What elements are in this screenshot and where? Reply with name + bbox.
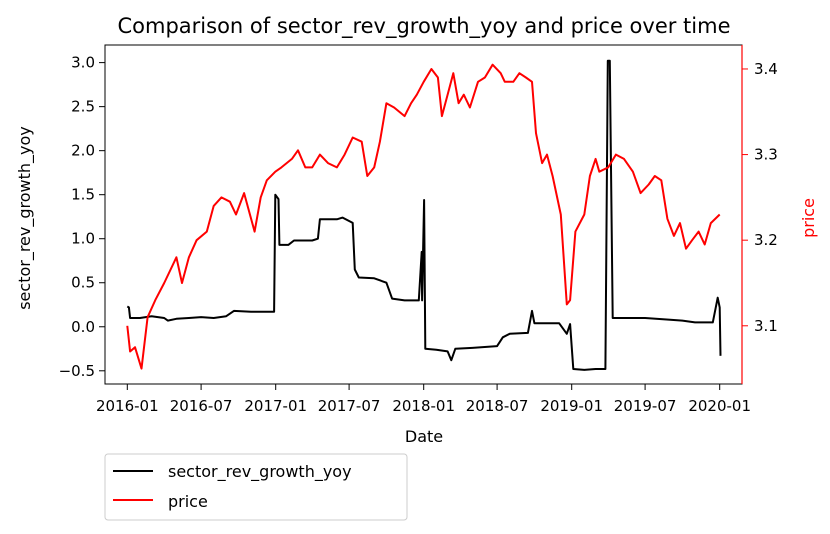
chart-title: Comparison of sector_rev_growth_yoy and … <box>118 14 731 39</box>
plot-lines <box>126 59 722 371</box>
y-left-tick-label: 0.5 <box>71 274 95 292</box>
y-axis-right-label: price <box>799 198 818 238</box>
legend: sector_rev_growth_yoy price <box>104 453 408 521</box>
y-left-tick-label: 1.5 <box>71 186 95 204</box>
legend-label-price: price <box>168 492 208 511</box>
x-tick-label: 2019-01 <box>540 397 603 415</box>
y-right-tick-label: 3.2 <box>754 231 778 249</box>
legend-box <box>104 453 408 521</box>
y-axis-left: −0.5 0.0 0.5 1.0 1.5 2.0 2.5 3.0 <box>59 54 105 380</box>
y-left-tick-label: −0.5 <box>59 362 95 380</box>
y-left-tick-label: 1.0 <box>71 230 95 248</box>
x-tick-label: 2016-01 <box>96 397 159 415</box>
y-right-tick-label: 3.4 <box>754 60 778 78</box>
y-axis-left-label: sector_rev_growth_yoy <box>15 126 35 310</box>
series-line-sector-rev-growth-yoy <box>126 59 722 371</box>
y-left-tick-label: 0.0 <box>71 318 95 336</box>
y-right-tick-label: 3.3 <box>754 146 778 164</box>
x-tick-label: 2018-01 <box>392 397 455 415</box>
y-axis-right: 3.1 3.2 3.3 3.4 <box>741 45 778 384</box>
series-line-price <box>126 63 721 370</box>
y-left-tick-label: 2.5 <box>71 98 95 116</box>
x-tick-label: 2016-07 <box>170 397 233 415</box>
x-tick-label: 2018-07 <box>466 397 529 415</box>
x-tick-label: 2019-07 <box>614 397 677 415</box>
x-axis: 2016-01 2016-07 2017-01 2017-07 2018-01 2018-… <box>96 384 751 415</box>
x-tick-label: 2017-01 <box>244 397 307 415</box>
x-axis-label: Date <box>405 427 443 446</box>
legend-label-sector-rev-growth-yoy: sector_rev_growth_yoy <box>168 462 352 482</box>
y-left-tick-label: 3.0 <box>71 54 95 72</box>
x-tick-label: 2017-07 <box>318 397 381 415</box>
x-tick-label: 2020-01 <box>688 397 751 415</box>
y-left-tick-label: 2.0 <box>71 142 95 160</box>
y-right-tick-label: 3.1 <box>754 317 778 335</box>
